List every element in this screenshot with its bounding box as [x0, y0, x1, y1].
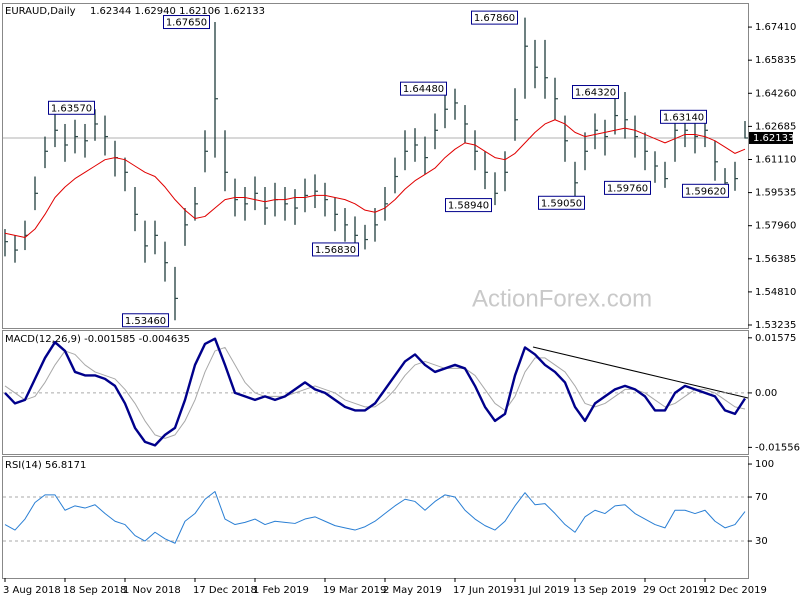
y-tick-label: 1.54810 [755, 287, 796, 298]
quote: 1.62344 1.62940 1.62106 1.62133 [90, 6, 265, 17]
y-tick-label: 100 [755, 459, 774, 470]
price-annotation-box [163, 15, 210, 30]
x-tick-label: 18 Sep 2018 [63, 585, 126, 596]
price-annotation-box [312, 242, 359, 257]
price-annotation: 1.56830 [315, 245, 356, 256]
price-annotation-box [445, 198, 492, 213]
price-annotation-box [48, 100, 95, 115]
x-tick-label: 2 May 2019 [383, 585, 442, 596]
price-annotation: 1.63140 [663, 112, 704, 123]
y-tick-label: 1.56385 [755, 254, 796, 265]
price-annotation: 1.59760 [607, 183, 648, 194]
y-tick-label: 70 [755, 492, 768, 503]
price-annotation: 1.64480 [403, 84, 444, 95]
x-tick-label: 1 Nov 2018 [123, 585, 181, 596]
x-tick-label: 13 Sep 2019 [573, 585, 636, 596]
last-price-label: 1.62133 [753, 133, 794, 144]
x-tick-label: 12 Dec 2019 [703, 585, 767, 596]
x-tick-label: 31 Jul 2019 [513, 585, 570, 596]
price-annotation: 1.67860 [474, 13, 515, 24]
y-tick-label: 1.62685 [755, 121, 796, 132]
y-tick-label: 1.61110 [755, 154, 796, 165]
price-annotation-box [538, 195, 585, 210]
series-line [4, 337, 747, 447]
price-annotation-box [122, 313, 169, 328]
series-line [4, 346, 746, 439]
rsi-title: RSI(14) 56.8171 [5, 460, 86, 471]
price-annotation-box [682, 183, 729, 198]
price-annotation-box [471, 10, 518, 25]
y-tick-label: 30 [755, 536, 768, 547]
y-tick-label: 1.65835 [755, 55, 796, 66]
rsi-panel [2, 456, 749, 579]
y-tick-label: 1.64260 [755, 88, 796, 99]
y-tick-label: 1.67410 [755, 22, 796, 33]
x-tick-label: 17 Jun 2019 [453, 585, 513, 596]
y-tick-label: 1.57960 [755, 221, 796, 232]
price-panel [2, 3, 749, 329]
x-tick-label: 1 Feb 2019 [253, 585, 309, 596]
watermark: ActionForex.com [472, 285, 652, 312]
x-tick-label: 3 Aug 2018 [3, 585, 61, 596]
price-annotation: 1.63570 [51, 103, 92, 114]
y-tick-label: -0.015568 [755, 442, 800, 453]
price-annotation: 1.58940 [448, 201, 489, 212]
price-annotation-box [604, 180, 651, 195]
price-annotation-box [400, 81, 447, 96]
price-annotation: 1.59620 [685, 186, 726, 197]
price-annotation-box [660, 109, 707, 124]
trend-line [532, 346, 749, 399]
series-line [4, 119, 746, 238]
y-tick-label: 1.53235 [755, 320, 796, 331]
y-tick-label: 0.01575 [755, 333, 796, 344]
macd-title: MACD(12,26,9) -0.001585 -0.004635 [5, 334, 190, 345]
series-line [4, 491, 746, 544]
x-tick-label: 29 Oct 2019 [643, 585, 705, 596]
x-tick-label: 17 Dec 2018 [193, 585, 257, 596]
symbol-title: EURAUD,Daily [5, 6, 76, 17]
price-annotation-box [572, 85, 619, 100]
price-annotation: 1.64320 [575, 88, 616, 99]
last-price-box [749, 131, 793, 144]
price-annotation: 1.67650 [166, 18, 207, 29]
y-tick-label: 1.59535 [755, 188, 796, 199]
x-tick-label: 19 Mar 2019 [323, 585, 386, 596]
y-tick-label: 0.00 [755, 388, 777, 399]
price-annotation: 1.53460 [125, 316, 166, 327]
price-annotation: 1.59050 [541, 198, 582, 209]
